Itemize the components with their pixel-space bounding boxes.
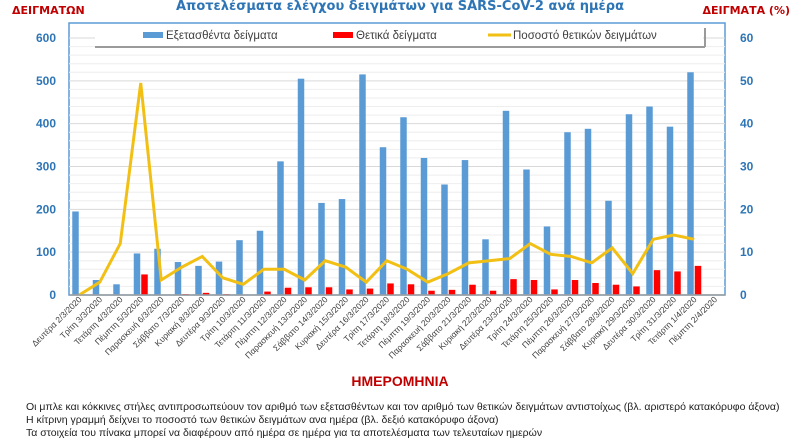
bar-positive — [202, 292, 210, 295]
bar-tested — [543, 226, 551, 295]
bar-positive — [694, 265, 702, 295]
bar-positive — [571, 280, 579, 295]
bar-positive — [510, 279, 517, 295]
bar-tested — [174, 262, 182, 295]
bar-tested — [318, 202, 325, 295]
bar-tested — [523, 169, 530, 295]
legend: Εξετασθέντα δείγματα Θετικά δείγματα Ποσ… — [95, 26, 706, 48]
legend-swatch-tested — [143, 32, 163, 38]
note-line: Η κίτρινη γραμμή δείχνει το ποσοστό των … — [26, 414, 499, 426]
bar-tested — [625, 114, 633, 295]
bar-tested — [687, 72, 694, 296]
right-axis-tick-label: 60 — [740, 31, 754, 45]
legend-box — [95, 26, 703, 46]
legend-label-percent: Ποσοστό θετικών δειγμάτων — [513, 30, 657, 42]
left-axis-ticks: 0 100 200 300 400 500 600 — [36, 31, 56, 302]
note-line: Τα στοιχεία του πίνακα μπορεί να διαφέρο… — [26, 427, 543, 439]
bar-positive — [346, 289, 353, 295]
bar-tested — [646, 106, 653, 296]
bar-tested — [277, 161, 284, 295]
bar-positive — [284, 287, 292, 295]
bar-tested — [236, 240, 243, 295]
chart-title: Αποτελέσματα ελέγχου δειγμάτων για SARS-… — [176, 0, 624, 14]
legend-label-positive: Θετικά δείγματα — [356, 30, 437, 42]
left-axis-tick-label: 200 — [36, 202, 56, 216]
bar-tested — [113, 284, 120, 295]
right-axis-tick-label: 40 — [740, 117, 754, 131]
right-axis-ticks: 0 10 20 30 40 50 60 — [740, 31, 754, 302]
bar-positive — [551, 289, 558, 295]
left-axis-tick-label: 100 — [36, 245, 56, 259]
bar-tested — [605, 200, 612, 295]
bar-tested — [482, 239, 489, 295]
legend-item-positive: Θετικά δείγματα — [333, 30, 437, 42]
bar-positive — [489, 290, 497, 295]
bar-tested — [379, 147, 387, 295]
bar-tested — [564, 132, 571, 295]
bars — [72, 72, 702, 296]
bar-tested — [338, 199, 346, 295]
bar-tested — [133, 253, 141, 295]
bar-tested — [441, 184, 448, 295]
bar-positive — [305, 287, 312, 295]
bar-positive — [264, 291, 271, 295]
left-axis-tick-label: 400 — [36, 117, 56, 131]
bar-positive — [141, 274, 148, 295]
right-axis-tick-label: 10 — [740, 245, 754, 259]
chart: Αποτελέσματα ελέγχου δειγμάτων για SARS-… — [12, 0, 790, 389]
right-axis-tick-label: 0 — [740, 288, 747, 302]
legend-item-percent: Ποσοστό θετικών δειγμάτων — [488, 30, 657, 42]
left-axis-title: ΔΕΙΓΜΑΤΩΝ — [12, 4, 85, 17]
bar-tested — [359, 74, 366, 296]
bar-tested — [297, 78, 305, 295]
left-axis-tick-label: 600 — [36, 31, 56, 45]
right-axis-tick-label: 50 — [740, 74, 754, 88]
right-axis-title: ΔΕΙΓΜΑΤΑ (%) — [702, 4, 790, 17]
x-axis-title: ΗΜΕΡΟΜΗΝΙΑ — [351, 373, 448, 389]
bar-tested — [92, 280, 100, 295]
bar-positive — [653, 270, 661, 295]
bar-positive — [366, 288, 374, 295]
bar-tested — [584, 128, 592, 295]
bar-positive — [387, 283, 394, 295]
bar-tested — [666, 126, 674, 295]
bar-positive — [469, 284, 476, 295]
bar-tested — [154, 248, 161, 295]
left-axis-tick-label: 500 — [36, 74, 56, 88]
bar-tested — [502, 110, 510, 295]
note-line: Οι μπλε και κόκκινες στήλες αντιπροσωπεύ… — [26, 401, 780, 413]
bar-tested — [420, 157, 428, 295]
legend-label-tested: Εξετασθέντα δείγματα — [166, 30, 278, 42]
bar-tested — [461, 160, 469, 295]
bar-tested — [400, 117, 407, 295]
bar-tested — [256, 230, 264, 295]
left-axis-tick-label: 300 — [36, 160, 56, 174]
legend-item-tested: Εξετασθέντα δείγματα — [143, 30, 278, 42]
left-axis-tick-label: 0 — [49, 288, 56, 302]
bar-positive — [674, 271, 681, 295]
bar-positive — [428, 290, 435, 295]
bar-positive — [592, 283, 599, 295]
bar-positive — [530, 280, 538, 295]
right-axis-tick-label: 30 — [740, 160, 754, 174]
bar-positive — [448, 289, 456, 295]
bar-tested — [195, 265, 202, 295]
bar-positive — [612, 284, 620, 295]
chart-notes: Οι μπλε και κόκκινες στήλες αντιπροσωπεύ… — [26, 401, 779, 440]
percent-line — [78, 82, 695, 297]
bar-positive — [407, 284, 415, 295]
right-axis-tick-label: 20 — [740, 202, 754, 216]
bar-tested — [72, 211, 79, 295]
bar-positive — [633, 286, 640, 295]
bar-positive — [325, 287, 333, 295]
plot-area — [68, 22, 726, 296]
legend-swatch-positive — [333, 32, 353, 38]
bar-tested — [215, 261, 223, 295]
